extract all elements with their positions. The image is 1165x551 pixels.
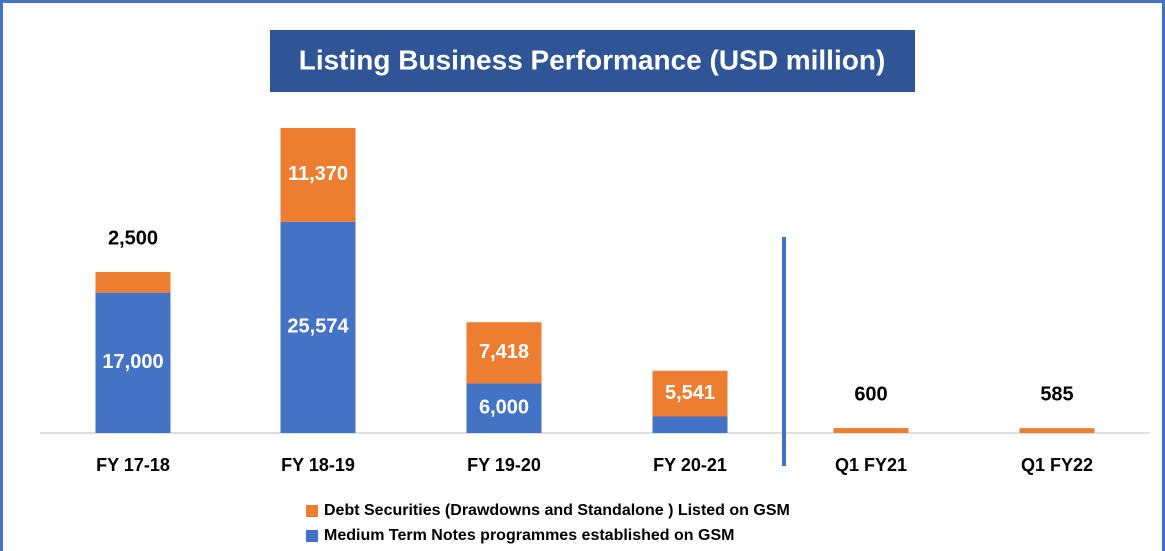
chart-title: Listing Business Performance (USD millio… [299,44,886,75]
bar-segment [652,416,728,433]
data-label: 2,500 [108,227,158,249]
bar-segment [833,428,909,433]
bar-segment [95,272,171,293]
x-tick-label: Q1 FY21 [835,455,907,475]
bar-segment [652,370,728,417]
data-label: 11,370 [288,163,348,185]
data-label: 585 [1040,383,1073,405]
data-label: 5,541 [665,382,715,404]
legend-swatch [306,530,318,542]
bar-segment [280,128,356,222]
x-tick-label: FY 17-18 [96,455,170,475]
legend-swatch [306,505,318,517]
x-tick-label: FY 18-19 [281,455,355,475]
legend-label: Medium Term Notes programmes established… [324,527,734,544]
title-box [270,30,915,92]
bar-segment [280,221,356,433]
bar-segment [95,292,171,433]
x-tick-label: FY 19-20 [467,455,541,475]
x-tick-label: Q1 FY22 [1021,455,1093,475]
legend-label: Debt Securities (Drawdowns and Standalon… [324,502,790,519]
bar-segment [466,383,542,433]
data-label: 25,574 [287,316,349,338]
data-label: 7,418 [479,341,529,363]
data-label: 6,000 [479,397,529,419]
x-tick-label: FY 20-21 [653,455,727,475]
data-label: 600 [854,383,887,405]
data-label: 17,000 [102,351,163,373]
bar-segment [466,322,542,384]
bar-segment [1019,428,1095,433]
